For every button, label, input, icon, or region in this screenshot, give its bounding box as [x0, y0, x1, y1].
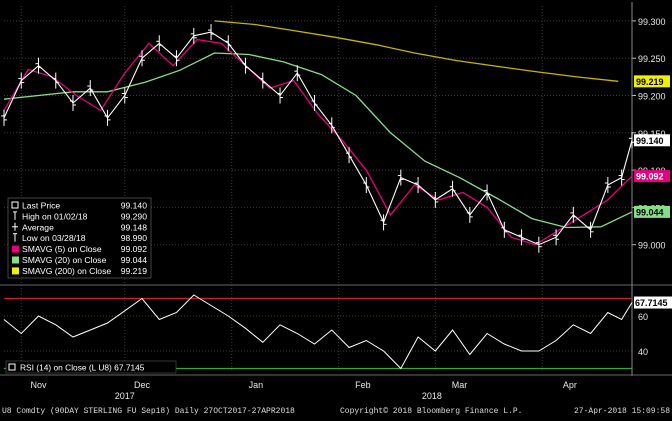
series-smavg-200-on-close	[214, 20, 619, 82]
price-value-tag-label: 99.140	[636, 136, 664, 146]
legend-value: 99.140	[121, 201, 148, 211]
rsi-legend-box	[5, 360, 177, 374]
legend-value: 99.290	[121, 211, 148, 221]
rsi-y-tick-label: 40	[638, 347, 648, 357]
footer-bar	[0, 403, 672, 416]
legend-swatch	[12, 256, 19, 264]
legend-value: 99.219	[121, 266, 148, 276]
rsi-legend-label: RSI (14) on Close (L U8) 67.7145	[20, 363, 145, 373]
price-value-tag	[634, 205, 670, 218]
rsi-series-line	[3, 294, 633, 370]
price-y-tick-label: 99.200	[638, 92, 666, 102]
footer-timestamp: 27-Apr-2018 15:09:58	[574, 407, 670, 416]
rsi-value-tag	[634, 296, 672, 309]
legend-value: 99.044	[121, 255, 148, 265]
x-month-label: Jan	[249, 380, 264, 390]
price-value-tag	[634, 134, 670, 147]
price-value-tag-label: 99.092	[636, 172, 664, 182]
x-year-label: 2017	[115, 391, 135, 401]
footer-copyright: Copyright© 2018 Bloomberg Finance L.P.	[340, 407, 522, 416]
rsi-y-tick-label: 60	[638, 312, 648, 322]
footer-ticker: U8 Comdty (90DAY STERLING FU Sep18) Dail…	[2, 407, 295, 416]
legend-label: SMAVG (20) on Close	[22, 255, 107, 265]
price-value-tag	[634, 170, 670, 183]
legend-label: Average	[22, 222, 54, 232]
legend-label: SMAVG (5) on Close	[22, 244, 102, 254]
rsi-legend-icon	[8, 363, 16, 371]
x-month-label: Nov	[30, 380, 47, 390]
legend-label: Last Price	[22, 201, 60, 211]
price-y-tick-label: 99.150	[638, 129, 666, 139]
series-smavg-5-on-close	[3, 38, 633, 246]
legend-value: 99.092	[121, 244, 148, 254]
legend-box-icon	[11, 201, 19, 209]
legend-value: 99.148	[121, 222, 148, 232]
price-value-tag-label: 99.044	[636, 207, 664, 217]
legend-swatch	[12, 267, 19, 275]
series-smavg-20-on-close	[3, 52, 633, 229]
legend-label: High on 01/02/18	[22, 211, 88, 221]
rsi-value-tag-label: 67.7145	[635, 298, 668, 308]
price-y-tick-label: 99.250	[638, 54, 666, 64]
x-month-label: Feb	[355, 380, 371, 390]
x-month-label: Dec	[134, 380, 151, 390]
x-year-label: 2018	[422, 391, 442, 401]
x-month-label: Mar	[452, 380, 468, 390]
x-month-label: Apr	[563, 380, 577, 390]
price-legend-box	[7, 197, 152, 279]
price-y-tick-label: 99.000	[638, 241, 666, 251]
series-last-price	[3, 31, 633, 246]
legend-value: 98.990	[121, 233, 148, 243]
legend-label: SMAVG (200) on Close	[22, 266, 111, 276]
price-value-tag-label: 99.219	[636, 77, 664, 87]
price-y-tick-label: 99.300	[638, 17, 666, 27]
legend-swatch	[12, 245, 19, 253]
price-value-tag	[634, 75, 670, 88]
legend-label: Low on 03/28/18	[22, 233, 86, 243]
